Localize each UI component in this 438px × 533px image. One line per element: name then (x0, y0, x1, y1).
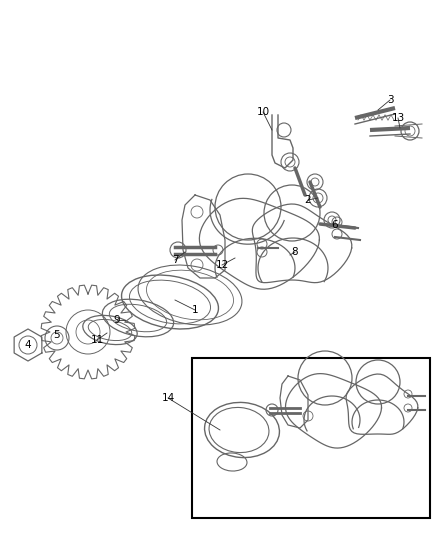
Text: 14: 14 (161, 393, 175, 403)
Text: 4: 4 (25, 340, 31, 350)
Text: 3: 3 (387, 95, 393, 105)
Text: 7: 7 (172, 255, 178, 265)
Text: 13: 13 (392, 113, 405, 123)
Text: 9: 9 (114, 315, 120, 325)
Text: 8: 8 (292, 247, 298, 257)
Text: 2: 2 (305, 195, 311, 205)
Text: 5: 5 (54, 330, 60, 340)
Bar (192, 358, 430, 518)
Text: 10: 10 (256, 107, 269, 117)
Text: 6: 6 (332, 220, 338, 230)
Text: 11: 11 (90, 335, 104, 345)
Text: 1: 1 (192, 305, 198, 315)
Text: 12: 12 (215, 260, 229, 270)
